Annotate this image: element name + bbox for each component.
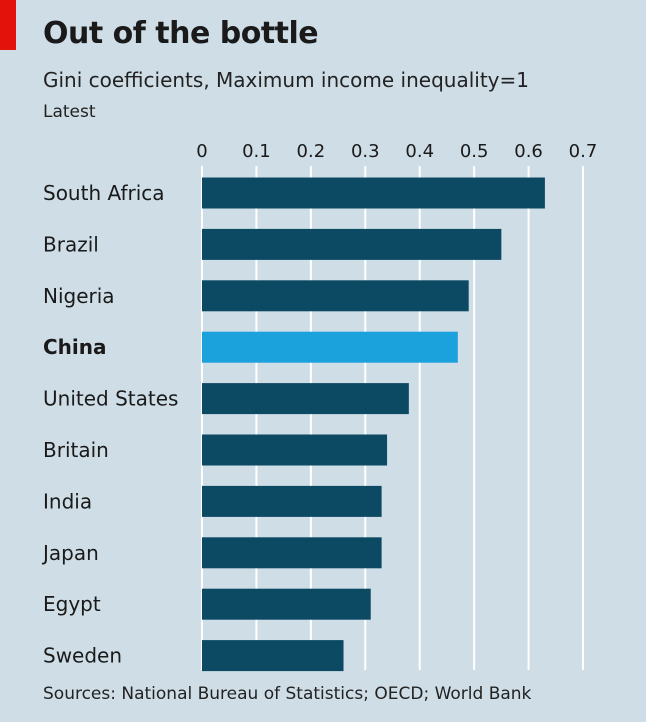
x-tick-label: 0.1 <box>242 141 271 162</box>
bar <box>202 537 382 569</box>
bar <box>202 331 458 363</box>
x-tick-label: 0 <box>196 141 207 162</box>
chart-source: Sources: National Bureau of Statistics; … <box>43 684 532 704</box>
bar <box>202 485 382 517</box>
x-tick-label: 0.5 <box>460 141 489 162</box>
x-tick-label: 0.6 <box>514 141 543 162</box>
bar <box>202 228 502 260</box>
chart-title: Out of the bottle <box>43 16 319 51</box>
x-tick-label: 0.3 <box>351 141 380 162</box>
brand-accent-bar <box>0 0 16 50</box>
category-label: Brazil <box>43 232 99 256</box>
bar <box>202 280 469 312</box>
category-label: Nigeria <box>43 284 115 308</box>
bar <box>202 640 344 672</box>
category-label: China <box>43 335 107 359</box>
bar <box>202 588 371 620</box>
category-label: Egypt <box>43 592 101 616</box>
bar <box>202 434 388 466</box>
bar <box>202 383 409 415</box>
chart-note: Latest <box>43 102 96 122</box>
category-label: South Africa <box>43 181 165 205</box>
category-label: Britain <box>43 438 109 462</box>
x-tick-label: 0.4 <box>405 141 434 162</box>
x-tick-label: 0.7 <box>569 141 598 162</box>
category-label: India <box>43 489 92 513</box>
category-label: Japan <box>41 541 99 565</box>
category-label: Sweden <box>43 644 122 668</box>
category-label: United States <box>43 387 178 411</box>
bar <box>202 177 545 209</box>
chart-subtitle: Gini coefficients, Maximum income inequa… <box>43 68 529 92</box>
x-tick-label: 0.2 <box>297 141 326 162</box>
